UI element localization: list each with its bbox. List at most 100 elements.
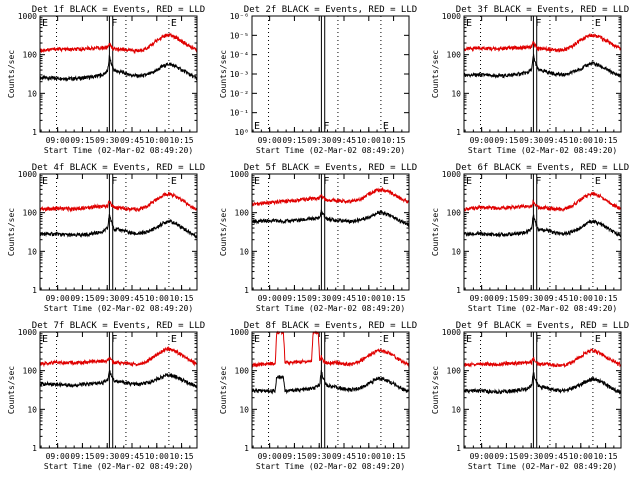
x-tick-label: 09:30 [307, 452, 331, 461]
y-tick-label: 10 [451, 89, 461, 98]
x-tick-label: 10:15 [382, 452, 406, 461]
x-tick-label: 09:45 [544, 294, 568, 303]
plot-frame [39, 331, 198, 449]
x-tick-label: 09:15 [282, 294, 306, 303]
x-tick-label: 09:15 [70, 294, 94, 303]
x-tick-label: 09:45 [332, 136, 356, 145]
series-line-lld [39, 191, 198, 213]
interval-marker-label: E [595, 18, 601, 29]
x-axis-label: Start Time (02-Mar-02 08:49:20) [44, 304, 193, 313]
x-tick-label: 09:45 [120, 136, 144, 145]
x-tick-label: 09:15 [494, 136, 518, 145]
y-tick-label: 10 [27, 247, 37, 256]
y-tick-label: 100 [23, 51, 38, 60]
interval-marker-label: E [171, 176, 177, 187]
y-tick-label: 1 [244, 286, 249, 295]
plot-frame [39, 15, 198, 133]
plot-frame [463, 331, 622, 449]
series-line-lld [251, 186, 410, 207]
interval-marker-label: E [466, 18, 472, 29]
y-tick-label: 1 [32, 286, 37, 295]
y-tick-label: 10 [451, 247, 461, 256]
interval-marker-label: E [383, 176, 389, 187]
y-tick-label: 1000 [442, 170, 461, 179]
panel-title: Det 6f BLACK = Events, RED = LLD [456, 163, 629, 173]
y-tick-label: 1000 [18, 328, 37, 337]
y-tick-label: 100 [447, 51, 462, 60]
y-tick-label: 100 [447, 367, 462, 376]
y-tick-label: 1000 [18, 12, 37, 21]
panel-title: Det 4f BLACK = Events, RED = LLD [32, 163, 205, 173]
x-tick-label: 09:15 [282, 136, 306, 145]
series-line-events [463, 371, 622, 395]
interval-marker-label: E [42, 176, 48, 187]
x-axis-label: Start Time (02-Mar-02 08:49:20) [44, 146, 193, 155]
x-tick-label: 09:15 [494, 294, 518, 303]
y-tick-label: 1000 [230, 328, 249, 337]
interval-marker-label: F [323, 176, 329, 187]
x-tick-label: 09:45 [544, 136, 568, 145]
x-tick-label: 10:00 [569, 452, 593, 461]
interval-marker-label: E [595, 334, 601, 345]
x-tick-label: 09:00 [46, 294, 70, 303]
plot-frame [251, 331, 410, 449]
interval-marker-label: E [595, 176, 601, 187]
y-tick-label: 1000 [442, 328, 461, 337]
series-line-events [39, 370, 198, 389]
y-tick-label: 10⁻⁶ [230, 12, 249, 21]
y-tick-label: 10 [451, 405, 461, 414]
x-tick-label: 09:00 [258, 294, 282, 303]
series-line-events [463, 214, 622, 238]
interval-marker-label: E [383, 121, 389, 132]
x-tick-label: 10:15 [170, 136, 194, 145]
y-axis-label: Counts/sec [219, 50, 228, 98]
x-axis-label: Start Time (02-Mar-02 08:49:20) [468, 462, 617, 471]
x-tick-label: 09:30 [95, 452, 119, 461]
series-line-events [463, 53, 622, 79]
interval-marker-label: E [42, 334, 48, 345]
x-tick-label: 09:45 [332, 452, 356, 461]
x-tick-label: 10:00 [569, 136, 593, 145]
y-tick-label: 1 [456, 444, 461, 453]
y-tick-label: 100 [235, 367, 250, 376]
interval-marker-label: E [42, 18, 48, 29]
x-tick-label: 10:15 [594, 452, 618, 461]
interval-marker-label: F [111, 18, 117, 29]
y-tick-label: 1 [244, 444, 249, 453]
x-tick-label: 09:00 [46, 452, 70, 461]
interval-marker-label: F [535, 176, 541, 187]
x-tick-label: 10:00 [569, 294, 593, 303]
series-line-events [39, 54, 198, 82]
x-tick-label: 09:45 [120, 452, 144, 461]
x-tick-label: 09:15 [494, 452, 518, 461]
x-axis-label: Start Time (02-Mar-02 08:49:20) [468, 146, 617, 155]
x-tick-label: 09:00 [470, 294, 494, 303]
x-tick-label: 10:15 [594, 294, 618, 303]
y-tick-label: 1 [32, 444, 37, 453]
y-axis-label: Counts/sec [219, 208, 228, 256]
x-tick-label: 09:00 [470, 452, 494, 461]
y-tick-label: 100 [447, 209, 462, 218]
x-tick-label: 09:30 [307, 294, 331, 303]
x-tick-label: 09:45 [332, 294, 356, 303]
y-tick-label: 10⁻⁴ [230, 51, 249, 60]
x-tick-label: 09:30 [519, 452, 543, 461]
interval-marker-label: E [466, 176, 472, 187]
plot-frame [463, 173, 622, 291]
series-line-lld [39, 345, 198, 368]
x-tick-label: 10:00 [145, 294, 169, 303]
y-tick-label: 10 [27, 405, 37, 414]
y-tick-label: 10⁻¹ [230, 109, 249, 118]
x-axis-label: Start Time (02-Mar-02 08:49:20) [256, 462, 405, 471]
x-tick-label: 09:30 [95, 136, 119, 145]
y-axis-label: Counts/sec [7, 50, 16, 98]
series-line-events [251, 370, 410, 395]
x-tick-label: 10:15 [594, 136, 618, 145]
x-tick-label: 09:00 [258, 136, 282, 145]
